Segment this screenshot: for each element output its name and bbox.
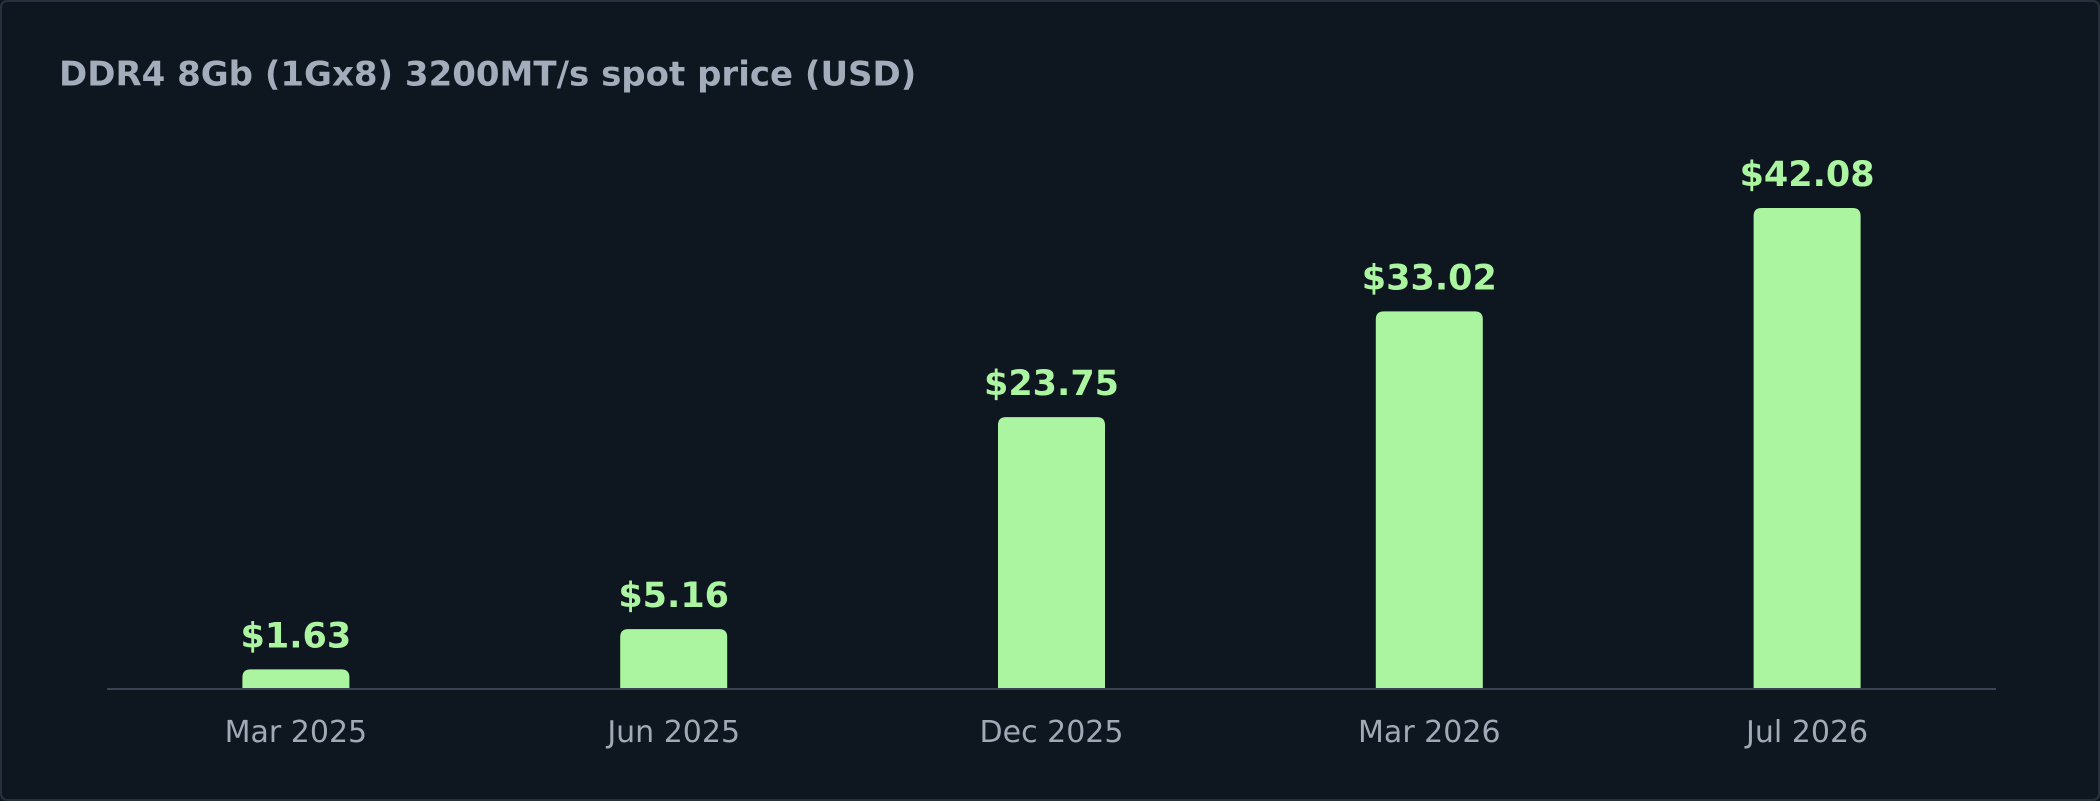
- bar: [242, 669, 350, 688]
- x-tick-label: Jul 2026: [1744, 715, 1868, 750]
- x-tick-label: Jun 2025: [605, 715, 740, 750]
- x-tick-label: Mar 2026: [1358, 715, 1501, 750]
- value-label: $33.02: [1362, 258, 1497, 298]
- bar: [1753, 208, 1861, 688]
- value-label: $23.75: [984, 364, 1119, 404]
- x-tick-label: Mar 2025: [225, 715, 368, 750]
- value-label: $5.16: [618, 576, 729, 616]
- bar: [998, 417, 1105, 688]
- value-label: $1.63: [241, 616, 352, 656]
- chart-title: DDR4 8Gb (1Gx8) 3200MT/s spot price (USD…: [59, 55, 916, 95]
- x-tick-label: Dec 2025: [980, 715, 1124, 750]
- bar: [620, 629, 728, 688]
- bar: [1375, 311, 1483, 688]
- value-label: $42.08: [1740, 155, 1875, 195]
